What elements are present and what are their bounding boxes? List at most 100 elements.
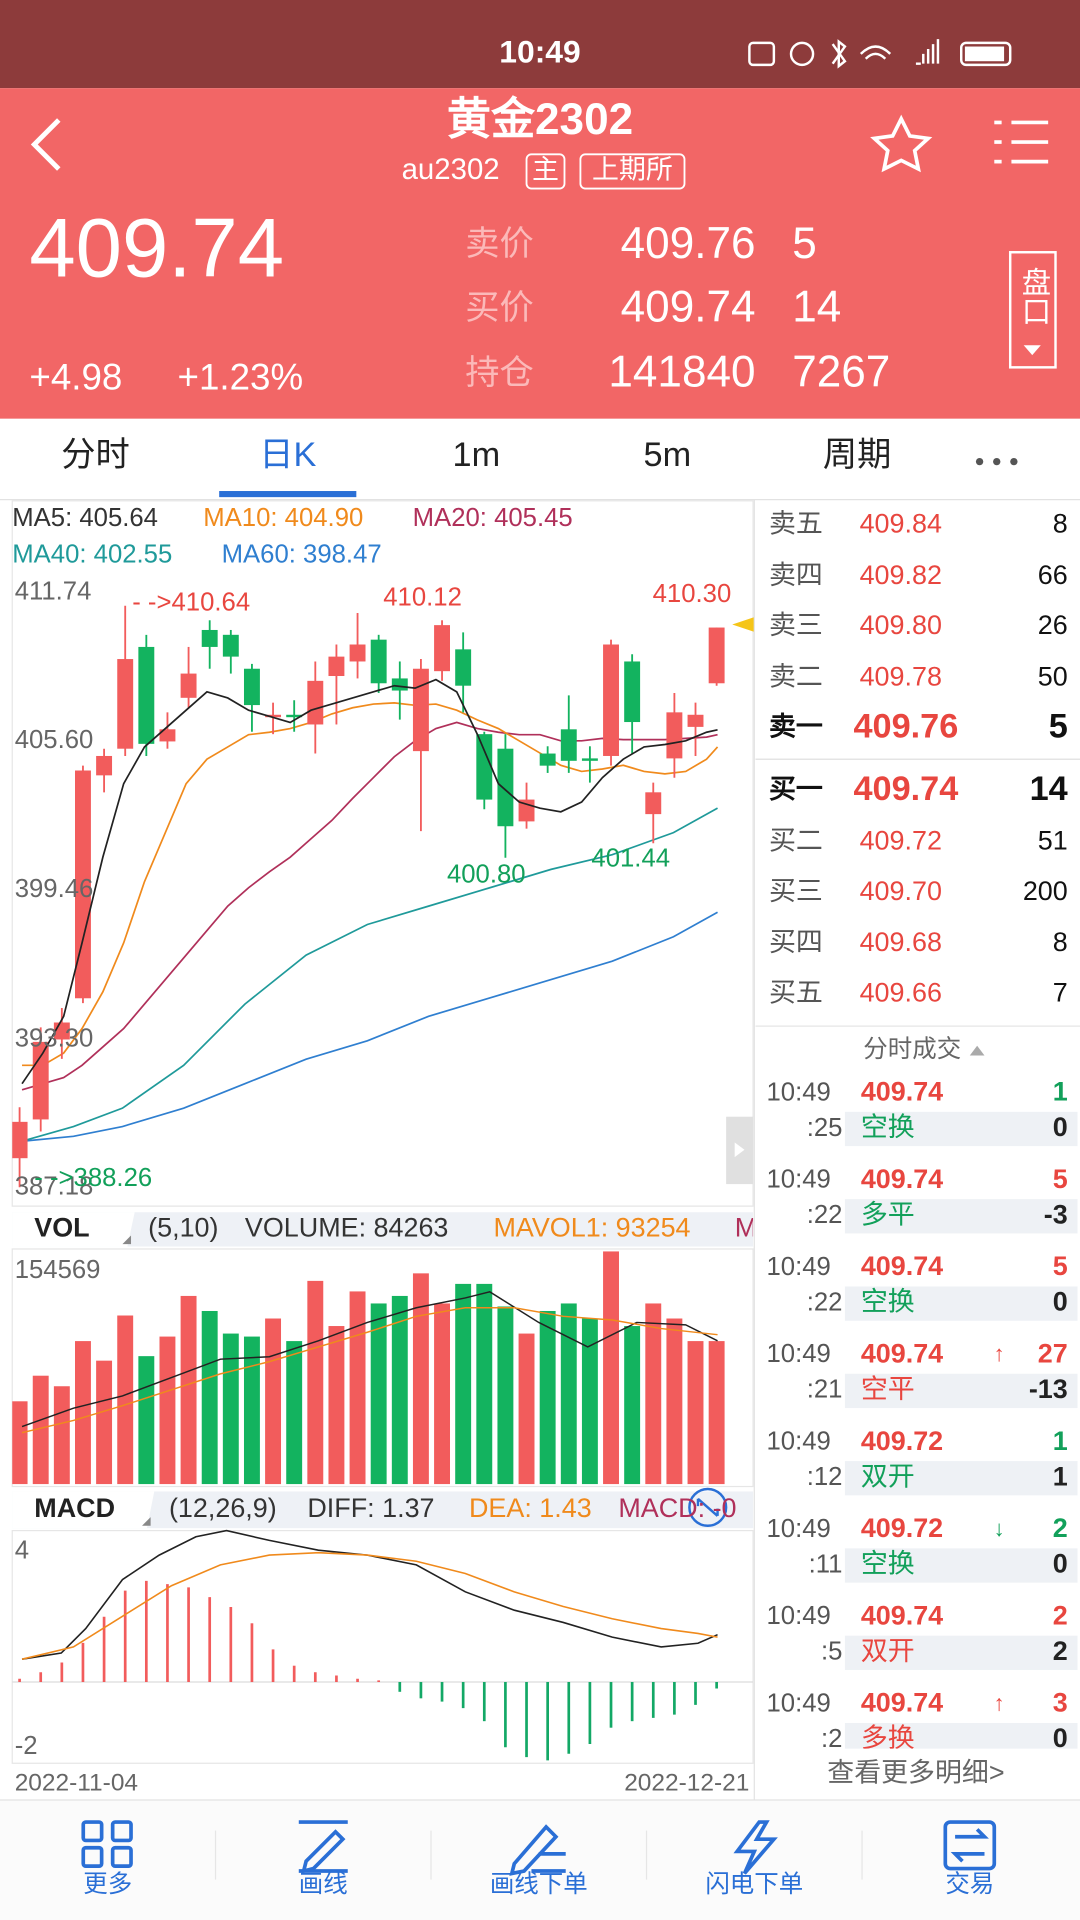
book-price: 409.74 bbox=[853, 770, 958, 808]
price-annotation: 401.44 bbox=[591, 844, 670, 872]
quote-vol: 14 bbox=[792, 282, 841, 331]
vol-header-tab[interactable] bbox=[12, 1212, 135, 1247]
tag: 上期所 bbox=[592, 155, 673, 185]
trade-delta: 0 bbox=[1053, 1287, 1068, 1317]
book-price: 409.70 bbox=[860, 876, 942, 906]
macd-header-tab[interactable] bbox=[12, 1491, 155, 1529]
candle-body bbox=[370, 639, 387, 684]
tab-underline bbox=[219, 491, 357, 498]
trade-time: 10:49 bbox=[767, 1340, 831, 1368]
volume-bar bbox=[560, 1303, 577, 1485]
book-price: 409.68 bbox=[860, 927, 942, 957]
trade-vol: 5 bbox=[1053, 1164, 1068, 1194]
book-label: 买二 bbox=[769, 826, 823, 856]
tab[interactable]: 1m bbox=[453, 436, 501, 474]
tab[interactable]: 5m bbox=[644, 436, 692, 474]
volume-bar bbox=[222, 1333, 239, 1485]
volume-bar bbox=[518, 1333, 535, 1485]
macd-tick-label: 4 bbox=[15, 1536, 29, 1564]
more-tabs[interactable] bbox=[975, 457, 1018, 466]
trade-type-bg bbox=[844, 1111, 1078, 1147]
trade-vol: 2 bbox=[1053, 1513, 1068, 1543]
price-annotation: 410.30 bbox=[653, 580, 732, 608]
nav-label[interactable]: 画线下单 bbox=[490, 1870, 588, 1898]
nav-label[interactable]: 画线 bbox=[299, 1870, 348, 1898]
trade-delta: 0 bbox=[1053, 1723, 1068, 1753]
volume-bar bbox=[12, 1401, 28, 1485]
trade-type: 空平 bbox=[861, 1374, 915, 1404]
candle-body bbox=[581, 758, 598, 761]
candle-body bbox=[96, 755, 113, 776]
book-price: 409.66 bbox=[860, 977, 942, 1007]
volume-pane bbox=[11, 1248, 754, 1488]
trade-price: 409.74 bbox=[861, 1077, 943, 1107]
switch-indicator[interactable] bbox=[688, 1487, 728, 1527]
trade-sec: :22 bbox=[807, 1201, 843, 1229]
macd-header: (12,26,9) bbox=[169, 1493, 277, 1523]
trade-vol: 1 bbox=[1053, 1426, 1068, 1456]
vol-header: VOL bbox=[34, 1212, 89, 1242]
candle-body bbox=[328, 656, 345, 677]
volume-bar bbox=[349, 1291, 366, 1485]
candle-body bbox=[201, 629, 218, 647]
quote-vol: 5 bbox=[792, 219, 817, 268]
nav-label[interactable]: 更多 bbox=[83, 1870, 132, 1898]
y-tick-label: 411.74 bbox=[15, 577, 92, 605]
trade-type: 空换 bbox=[861, 1112, 915, 1142]
trade-type-bg bbox=[844, 1373, 1078, 1409]
vol-tab-caret bbox=[122, 1235, 132, 1245]
mavol-line bbox=[21, 1291, 718, 1428]
book-label: 卖二 bbox=[769, 661, 823, 691]
candle-body bbox=[455, 649, 472, 686]
tab[interactable]: 日K bbox=[259, 436, 316, 474]
candle-body bbox=[117, 659, 134, 749]
nav-label[interactable]: 交易 bbox=[945, 1870, 994, 1898]
left-panel: MA5: 405.64 MA10: 404.90 MA20: 405.45 MA40:… bbox=[12, 504, 754, 1797]
candle-body bbox=[12, 1121, 28, 1159]
trade-type: 空换 bbox=[861, 1287, 915, 1317]
volume-bar bbox=[539, 1310, 556, 1485]
candle-body bbox=[138, 646, 155, 744]
trade-delta: 2 bbox=[1053, 1636, 1068, 1666]
date-label: 2022-11-04 bbox=[15, 1770, 138, 1797]
favorite-button[interactable] bbox=[870, 114, 933, 173]
trade-price: 409.74 bbox=[861, 1338, 943, 1368]
more-details[interactable]: 查看更多明细> bbox=[827, 1757, 1004, 1787]
nav-label[interactable]: 闪电下单 bbox=[705, 1870, 803, 1898]
trade-type: 双开 bbox=[861, 1636, 915, 1666]
trade-price: 409.74 bbox=[861, 1251, 943, 1281]
kline-pane bbox=[11, 500, 754, 1207]
trade-price: 409.74 bbox=[861, 1164, 943, 1194]
trade-sec: :5 bbox=[821, 1638, 842, 1666]
volume-bar bbox=[624, 1326, 641, 1485]
book-vol: 51 bbox=[1038, 826, 1068, 856]
status-time: 10:49 bbox=[499, 33, 580, 69]
trade-time: 10:49 bbox=[767, 1253, 831, 1281]
volume-bar bbox=[455, 1283, 472, 1485]
trade-delta: 0 bbox=[1053, 1112, 1068, 1142]
book-label: 卖四 bbox=[769, 560, 823, 590]
trade-price: 409.72 bbox=[861, 1426, 943, 1456]
candle-body bbox=[560, 729, 577, 761]
candle-body bbox=[180, 673, 197, 698]
volume-bar bbox=[159, 1336, 176, 1485]
macd-header: MACD bbox=[34, 1493, 115, 1523]
book-vol: 50 bbox=[1038, 661, 1068, 691]
trades-sort-caret bbox=[969, 1045, 985, 1056]
status-bar bbox=[0, 0, 1080, 89]
side-button-frame[interactable] bbox=[1008, 251, 1057, 369]
back-button[interactable] bbox=[30, 118, 61, 171]
vol-header: MAVOL1: 93254 bbox=[493, 1212, 690, 1242]
tab[interactable]: 周期 bbox=[823, 436, 892, 474]
trade-vol: 5 bbox=[1053, 1251, 1068, 1281]
y-tick-label: 393.30 bbox=[15, 1024, 94, 1052]
tab[interactable]: 分时 bbox=[61, 436, 130, 474]
trade-sec: :22 bbox=[807, 1288, 843, 1316]
menu-button[interactable] bbox=[994, 120, 1049, 164]
candle-body bbox=[286, 714, 303, 718]
diff-line bbox=[21, 1529, 718, 1660]
trade-delta: 1 bbox=[1053, 1461, 1068, 1491]
volume-bar bbox=[201, 1310, 218, 1485]
